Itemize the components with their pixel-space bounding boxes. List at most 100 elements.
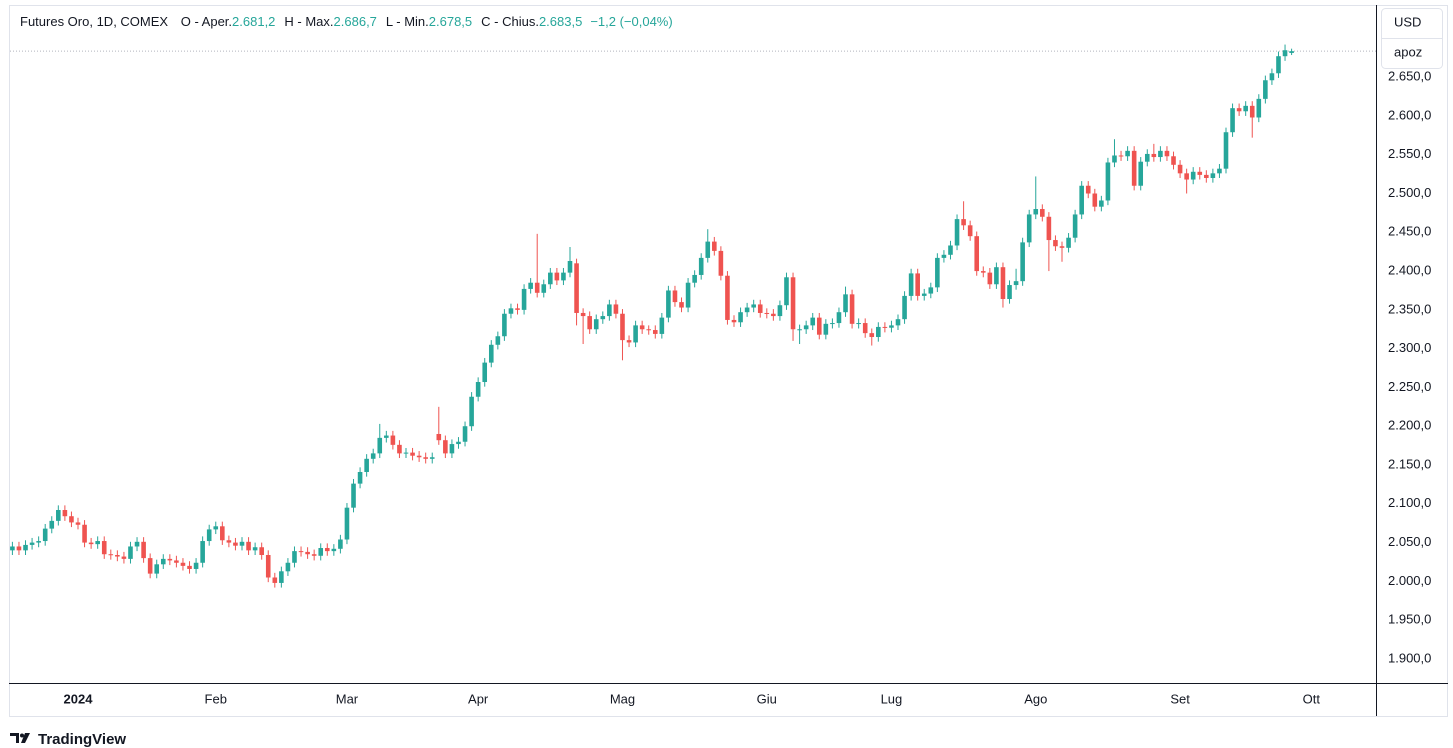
candle-body xyxy=(974,236,980,272)
candle-body xyxy=(233,542,238,546)
x-tick-label: Ago xyxy=(1024,691,1047,706)
candle-body xyxy=(1289,51,1294,53)
candle-body xyxy=(82,524,87,543)
legend-value: 2.686,7 xyxy=(333,14,377,29)
candle-body xyxy=(889,325,894,328)
candle-body xyxy=(659,317,665,334)
y-tick-label: 2.300,0 xyxy=(1388,340,1431,355)
candle-body xyxy=(941,254,947,258)
candle-body xyxy=(115,555,120,557)
scale-button[interactable]: apoz xyxy=(1394,44,1422,59)
candle-body xyxy=(830,323,835,325)
candle-body xyxy=(101,541,107,555)
candle-body xyxy=(1072,214,1078,238)
y-tick-label: 2.150,0 xyxy=(1388,456,1431,471)
candle-body xyxy=(843,294,848,313)
candle-body xyxy=(876,326,881,338)
candle-body xyxy=(810,317,816,326)
branding[interactable]: TradingView xyxy=(38,731,126,748)
candle-body xyxy=(771,313,776,317)
candle-body xyxy=(764,312,770,314)
candle-body xyxy=(134,541,140,547)
x-tick-label: Giu xyxy=(757,691,777,706)
candle-body xyxy=(239,541,245,546)
candle-body xyxy=(1112,155,1117,163)
candle-body xyxy=(1269,73,1275,81)
legend-value: 2.683,5 xyxy=(538,14,583,29)
candle-body xyxy=(1263,80,1268,99)
x-tick-label: Lug xyxy=(881,691,903,706)
y-tick-label: 2.450,0 xyxy=(1388,224,1431,239)
candle-body xyxy=(416,455,422,458)
candle-body xyxy=(574,263,579,313)
symbol-title: Futures Oro, 1D, COMEX xyxy=(20,14,169,29)
candle-body xyxy=(147,558,153,574)
candle-body xyxy=(967,225,973,237)
candle-body xyxy=(541,284,547,293)
candle-body xyxy=(948,245,953,255)
candle-body xyxy=(279,571,284,583)
candle-body xyxy=(128,546,133,559)
candle-body xyxy=(1033,209,1039,215)
candle-body xyxy=(141,541,146,559)
x-tick-label: Mar xyxy=(336,691,359,706)
candle-body xyxy=(488,344,494,363)
candle-body xyxy=(443,440,448,454)
candle-body xyxy=(331,548,337,552)
candle-body xyxy=(1217,168,1222,174)
legend-value: 2.678,5 xyxy=(428,14,473,29)
candle-body xyxy=(1276,56,1281,74)
candle-body xyxy=(705,241,711,258)
candle-body xyxy=(508,308,514,314)
tradingview-logo xyxy=(10,733,30,743)
legend: Futures Oro, 1D, COMEX O - Aper.2.681,2 H… xyxy=(20,14,673,29)
candle-body xyxy=(1066,237,1071,248)
candle-body xyxy=(36,541,41,543)
candle-body xyxy=(797,329,802,331)
candle-body xyxy=(1085,185,1091,194)
candle-body xyxy=(88,542,94,545)
candle-body xyxy=(587,316,592,330)
y-tick-label: 2.550,0 xyxy=(1388,146,1431,161)
candle-body xyxy=(1020,242,1025,282)
candle-body xyxy=(108,554,114,556)
candle-body xyxy=(856,323,861,325)
candle-body xyxy=(777,305,783,317)
candle-body xyxy=(738,312,743,323)
candle-body xyxy=(751,304,756,308)
candle-body xyxy=(1171,156,1176,165)
candle-body xyxy=(482,362,488,383)
candle-body xyxy=(620,313,625,341)
candle-body xyxy=(862,323,868,334)
candle-body xyxy=(403,452,409,454)
candle-body xyxy=(1138,161,1144,186)
y-tick-label: 2.100,0 xyxy=(1388,495,1431,510)
candle-body xyxy=(935,257,940,288)
candle-body xyxy=(692,274,697,283)
candle-body xyxy=(1000,267,1006,300)
candles xyxy=(10,44,1376,588)
y-tick-label: 2.250,0 xyxy=(1388,379,1431,394)
candle-body xyxy=(803,325,809,330)
y-tick-label: 2.650,0 xyxy=(1388,69,1431,84)
candle-body xyxy=(29,542,35,545)
candle-body xyxy=(515,308,520,310)
candle-body xyxy=(226,540,232,543)
y-tick-label: 2.400,0 xyxy=(1388,263,1431,278)
candle-body xyxy=(344,507,350,540)
candle-body xyxy=(213,526,219,530)
candle-body xyxy=(10,546,15,551)
x-tick-label: Mag xyxy=(610,691,635,706)
candle-body xyxy=(580,312,586,317)
candle-body xyxy=(1013,281,1019,286)
candle-body xyxy=(1040,209,1045,217)
candle-body xyxy=(292,551,297,563)
candle-body xyxy=(1059,246,1065,248)
candle-body xyxy=(252,547,258,551)
candle-body xyxy=(187,565,192,569)
candle-body xyxy=(528,282,533,289)
x-tick-label: Feb xyxy=(205,691,227,706)
currency-button[interactable]: USD xyxy=(1394,14,1421,29)
candle-body xyxy=(725,275,730,320)
y-tick-label: 1.900,0 xyxy=(1388,650,1431,665)
